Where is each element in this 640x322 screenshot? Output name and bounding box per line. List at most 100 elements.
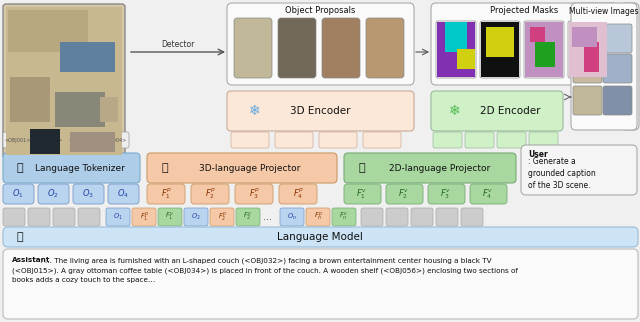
FancyBboxPatch shape [344,184,381,204]
Text: User: User [528,150,548,159]
FancyBboxPatch shape [344,153,516,183]
Text: : … The living area is furnished with an L-shaped couch (<OBJ032>) facing a brow: : … The living area is furnished with an… [40,257,492,263]
FancyBboxPatch shape [184,208,208,226]
Text: ...: ... [262,212,271,222]
FancyBboxPatch shape [621,3,639,130]
Text: $O_4$: $O_4$ [117,188,129,200]
FancyBboxPatch shape [108,184,139,204]
Text: $O_3$: $O_3$ [82,188,94,200]
FancyBboxPatch shape [386,184,423,204]
FancyBboxPatch shape [470,184,507,204]
FancyBboxPatch shape [106,208,130,226]
Text: ❄: ❄ [449,104,461,118]
FancyBboxPatch shape [573,24,602,53]
Text: $F_n^v$: $F_n^v$ [339,211,349,223]
FancyBboxPatch shape [386,208,408,226]
Bar [535,42,555,67]
FancyBboxPatch shape [319,132,357,148]
FancyBboxPatch shape [227,3,414,85]
FancyBboxPatch shape [603,86,632,115]
FancyBboxPatch shape [278,18,316,78]
Text: Language Model: Language Model [277,232,363,242]
FancyBboxPatch shape [322,18,360,78]
FancyBboxPatch shape [3,132,33,148]
FancyBboxPatch shape [279,184,317,204]
FancyBboxPatch shape [78,208,100,226]
Text: 🔥: 🔥 [17,232,23,242]
Bar [55,92,105,127]
FancyBboxPatch shape [603,54,632,83]
FancyBboxPatch shape [306,208,330,226]
Text: $F_1^p$: $F_1^p$ [161,186,172,202]
FancyBboxPatch shape [3,4,125,158]
Text: 2D-language Projector: 2D-language Projector [389,164,491,173]
Text: $O_1$: $O_1$ [12,188,24,200]
FancyBboxPatch shape [35,132,65,148]
FancyBboxPatch shape [3,184,34,204]
Bar [457,49,475,69]
Text: <OBJ004>: <OBJ004> [101,137,127,143]
Text: Multi-view Images: Multi-view Images [569,6,639,15]
Bar [30,129,60,154]
FancyBboxPatch shape [73,184,104,204]
Text: 🔥: 🔥 [162,163,168,173]
Text: $F_1^p$: $F_1^p$ [140,211,148,223]
Bar [325,21,357,75]
FancyBboxPatch shape [236,208,260,226]
FancyBboxPatch shape [361,208,383,226]
Text: ❄: ❄ [249,104,261,118]
FancyBboxPatch shape [231,132,269,148]
FancyBboxPatch shape [521,145,637,195]
Text: books adds a cozy touch to the space…: books adds a cozy touch to the space… [12,277,156,283]
FancyBboxPatch shape [461,208,483,226]
FancyBboxPatch shape [603,24,632,53]
Text: $O_2$: $O_2$ [47,188,59,200]
Text: $F_2^v$: $F_2^v$ [399,187,410,201]
FancyBboxPatch shape [431,91,563,131]
FancyBboxPatch shape [3,208,25,226]
Text: <OBJ002>: <OBJ002> [37,137,63,143]
Bar [369,21,401,75]
Text: 🔥: 🔥 [358,163,365,173]
Bar [530,27,545,42]
Bar [70,132,115,152]
FancyBboxPatch shape [158,208,182,226]
FancyBboxPatch shape [191,184,229,204]
FancyBboxPatch shape [275,132,313,148]
Bar [437,22,475,77]
FancyBboxPatch shape [99,132,129,148]
Text: $O_n$: $O_n$ [287,212,297,222]
FancyBboxPatch shape [428,184,465,204]
FancyBboxPatch shape [28,208,50,226]
Text: $F_2^p$: $F_2^p$ [205,186,216,202]
Text: $F_n^p$: $F_n^p$ [314,211,323,223]
Text: $F_4^p$: $F_4^p$ [292,186,303,202]
Text: $F_1^v$: $F_1^v$ [166,211,175,223]
FancyBboxPatch shape [53,208,75,226]
FancyBboxPatch shape [235,184,273,204]
Bar [8,10,88,52]
Text: $F_3^v$: $F_3^v$ [440,187,452,201]
FancyBboxPatch shape [411,208,433,226]
FancyBboxPatch shape [3,249,638,319]
FancyBboxPatch shape [147,184,185,204]
Text: $F_2^p$: $F_2^p$ [218,211,227,223]
Text: Object Proposals: Object Proposals [285,5,355,14]
FancyBboxPatch shape [366,18,404,78]
Bar [572,27,597,47]
Text: 2D Encoder: 2D Encoder [480,106,540,116]
Text: 3D Encoder: 3D Encoder [290,106,350,116]
FancyBboxPatch shape [234,18,272,78]
FancyBboxPatch shape [573,54,602,83]
FancyBboxPatch shape [573,86,602,115]
Text: <OBJ001>: <OBJ001> [5,137,31,143]
Bar [445,22,467,52]
Text: 🔥: 🔥 [17,163,23,173]
Bar [525,22,563,77]
Text: $O_1$: $O_1$ [113,212,123,222]
Text: $F_1^v$: $F_1^v$ [356,187,367,201]
Text: Projected Masks: Projected Masks [490,5,558,14]
FancyBboxPatch shape [227,91,414,131]
FancyBboxPatch shape [280,208,304,226]
FancyBboxPatch shape [529,132,558,148]
